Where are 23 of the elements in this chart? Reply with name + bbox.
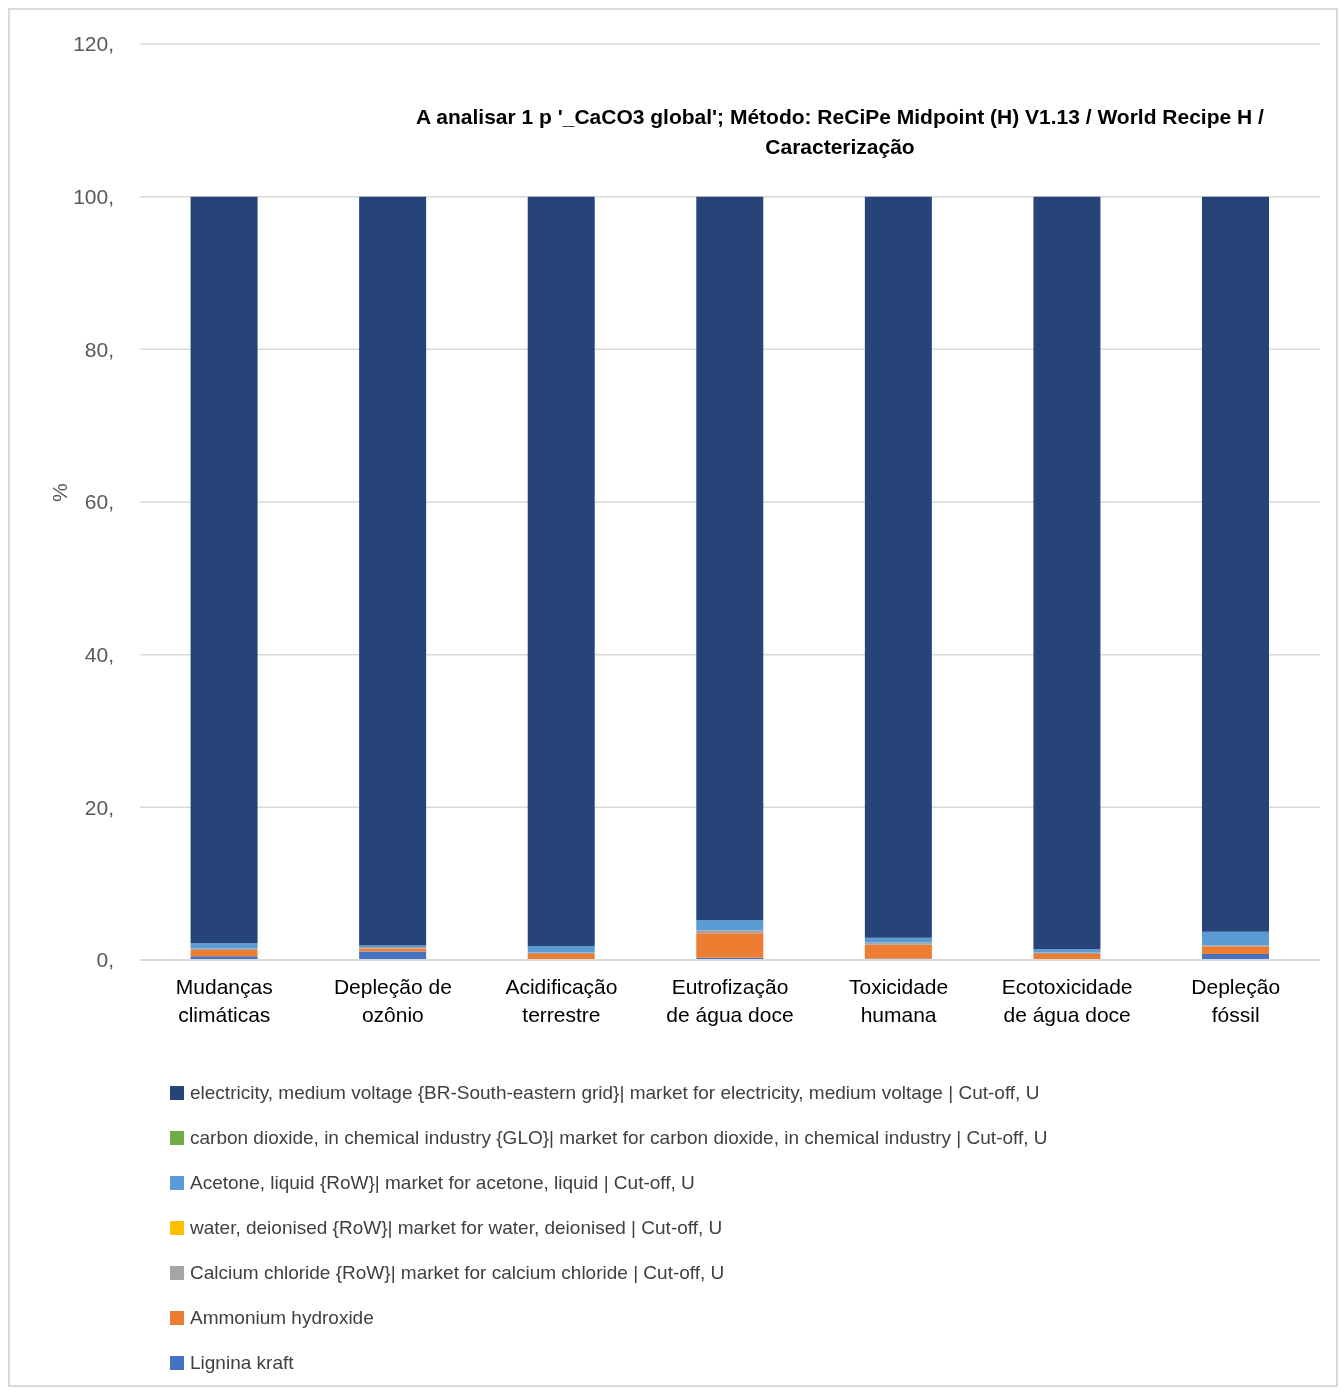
legend-label: Acetone, liquid {RoW}| market for acetone, liquid | Cut-off, U bbox=[190, 1171, 695, 1194]
legend-label: Lignina kraft bbox=[190, 1351, 294, 1374]
y-axis-title: % bbox=[48, 483, 72, 502]
x-tick-label: Acidificação terrestre bbox=[505, 975, 618, 1026]
x-tick-label: Depleção fóssil bbox=[1191, 975, 1281, 1026]
y-tick-label: 60, bbox=[84, 490, 114, 514]
x-tick-label: Ecotoxicidade de água doce bbox=[1001, 975, 1133, 1026]
x-tick-label: Depleção de ozônio bbox=[333, 975, 452, 1026]
text: A analisar 1 p '_CaCO3 global'; Método: ReCiPe Midpoint (H) V1.13 / World Recipe H / Caracterização bbox=[415, 104, 1265, 160]
x-tick-label: Mudanças climáticas bbox=[175, 975, 273, 1026]
y-tick-label: 20, bbox=[84, 795, 114, 819]
legend-label: carbon dioxide, in chemical industry {GLO}| market for carbon dioxide, in chemical industry | Cut-off, U bbox=[190, 1126, 1048, 1149]
legend-label: electricity, medium voltage {BR-South-eastern grid}| market for electricity, medium voltage | Cut-off, U bbox=[190, 1081, 1040, 1104]
legend-label: water, deionised {RoW}| market for water, deionised | Cut-off, U bbox=[190, 1216, 723, 1239]
legend-label: Calcium chloride {RoW}| market for calcium chloride | Cut-off, U bbox=[190, 1261, 725, 1284]
y-tick-label: 0, bbox=[96, 948, 114, 972]
x-tick-label: Toxicidade humana bbox=[848, 975, 949, 1026]
y-tick-label: 80, bbox=[84, 337, 114, 361]
legend-label: Ammonium hydroxide bbox=[190, 1306, 374, 1329]
y-tick-label: 100, bbox=[73, 185, 114, 209]
y-tick-label: 40, bbox=[84, 643, 114, 667]
y-tick-label: 120, bbox=[73, 32, 114, 56]
x-tick-label: Eutrofização de água doce bbox=[666, 975, 794, 1026]
